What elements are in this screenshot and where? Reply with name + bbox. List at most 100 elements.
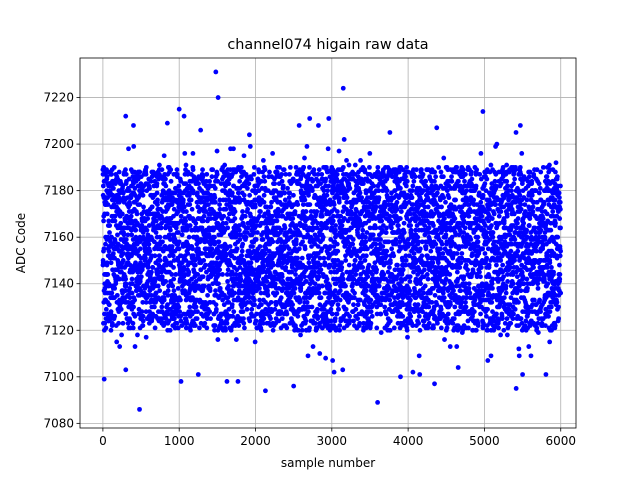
data-point: [318, 267, 324, 273]
data-point: [408, 297, 413, 303]
data-point: [326, 183, 332, 189]
data-point: [343, 306, 349, 312]
data-point: [415, 234, 421, 240]
data-point: [352, 162, 358, 168]
data-point: [318, 262, 324, 268]
data-point: [452, 216, 458, 221]
data-point: [436, 164, 442, 170]
data-point: [337, 323, 343, 329]
data-point: [363, 288, 369, 294]
data-point: [212, 185, 218, 191]
data-point: [241, 316, 246, 322]
data-point: [217, 267, 223, 273]
data-point: [177, 309, 183, 315]
data-point: [117, 344, 123, 349]
data-point: [425, 204, 431, 210]
data-point: [401, 230, 407, 235]
data-point: [368, 309, 374, 315]
data-point: [309, 188, 315, 194]
data-point: [129, 232, 135, 238]
data-point: [126, 146, 131, 152]
data-point: [335, 302, 341, 308]
data-point: [351, 302, 356, 308]
data-point: [129, 281, 135, 287]
data-point: [274, 169, 280, 175]
data-point: [305, 353, 311, 359]
data-point: [169, 244, 175, 249]
data-point: [195, 309, 200, 315]
data-point: [140, 318, 146, 324]
data-point: [258, 209, 263, 214]
data-point: [166, 318, 172, 324]
data-point: [168, 167, 174, 173]
data-point: [412, 174, 418, 180]
data-point: [129, 290, 135, 296]
data-point: [272, 281, 278, 287]
data-point: [165, 302, 170, 308]
data-point: [225, 225, 231, 231]
data-point: [296, 123, 302, 128]
data-point: [261, 174, 267, 180]
data-point: [186, 269, 192, 275]
data-point: [285, 185, 290, 191]
data-point: [365, 274, 371, 280]
data-point: [480, 246, 485, 252]
data-point: [245, 185, 250, 191]
data-point: [403, 174, 408, 180]
data-point: [454, 269, 460, 275]
data-point: [411, 251, 417, 256]
data-point: [328, 306, 334, 312]
data-point: [252, 297, 257, 303]
data-point: [407, 274, 413, 280]
data-point: [140, 192, 146, 198]
data-point: [220, 272, 225, 277]
data-point: [157, 288, 163, 294]
data-point: [416, 353, 422, 359]
data-point: [120, 190, 126, 196]
data-point: [307, 325, 312, 331]
data-point: [183, 218, 189, 224]
data-point: [249, 176, 254, 182]
data-point: [466, 285, 472, 291]
data-point: [185, 169, 191, 175]
data-points: [100, 69, 564, 412]
data-point: [343, 283, 348, 289]
data-point: [179, 232, 185, 238]
data-point: [109, 320, 115, 326]
data-point: [376, 283, 382, 289]
data-point: [152, 325, 158, 331]
data-point: [408, 227, 414, 233]
data-point: [178, 213, 184, 219]
data-point: [434, 125, 440, 131]
data-point: [155, 283, 161, 289]
data-point: [207, 309, 213, 315]
data-point: [339, 223, 345, 228]
data-point: [453, 197, 458, 203]
data-point: [174, 167, 180, 173]
data-point: [467, 290, 473, 296]
data-point: [323, 176, 329, 182]
data-point: [440, 174, 446, 180]
data-point: [408, 223, 414, 228]
data-point: [171, 316, 177, 322]
data-point: [176, 239, 182, 245]
data-point: [307, 164, 312, 170]
data-point: [455, 365, 461, 370]
data-point: [368, 297, 374, 303]
data-point: [352, 258, 358, 263]
data-point: [192, 323, 198, 329]
data-point: [149, 204, 155, 210]
data-point: [475, 239, 481, 245]
data-point: [187, 202, 193, 208]
data-point: [175, 325, 181, 331]
data-point: [279, 178, 285, 184]
data-point: [306, 192, 311, 198]
data-point: [434, 190, 440, 196]
data-point: [202, 320, 208, 326]
data-point: [157, 258, 163, 263]
data-point: [292, 209, 298, 214]
data-point: [186, 234, 192, 240]
data-point: [141, 204, 146, 210]
data-point: [319, 213, 325, 219]
data-point: [158, 225, 164, 231]
